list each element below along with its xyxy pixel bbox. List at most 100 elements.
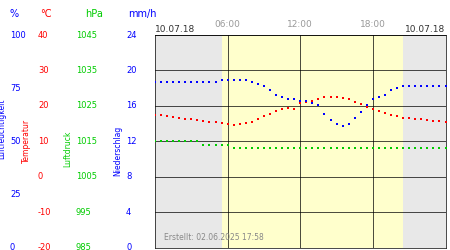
Point [442, 120, 449, 124]
Point [188, 117, 195, 121]
Point [151, 80, 158, 84]
Point [412, 84, 419, 88]
Point [375, 146, 382, 150]
Point [218, 78, 225, 82]
Point [182, 139, 189, 143]
Point [254, 82, 261, 86]
Point [424, 146, 431, 150]
Text: 20: 20 [126, 66, 136, 75]
Point [242, 121, 249, 125]
Point [333, 146, 340, 150]
Text: 4: 4 [126, 208, 131, 216]
Point [297, 99, 304, 103]
Point [412, 146, 419, 150]
Point [163, 139, 171, 143]
Point [170, 139, 177, 143]
Point [224, 78, 231, 82]
Text: 1035: 1035 [76, 66, 97, 75]
Point [315, 146, 322, 150]
Point [170, 115, 177, 119]
Point [254, 146, 261, 150]
Point [176, 139, 183, 143]
Text: 0: 0 [126, 243, 131, 250]
Point [400, 146, 407, 150]
Point [303, 99, 310, 103]
Point [261, 146, 268, 150]
Point [436, 146, 443, 150]
Text: °C: °C [40, 9, 51, 19]
Point [266, 88, 274, 92]
Point [357, 110, 364, 114]
Point [212, 80, 219, 84]
Point [382, 92, 389, 96]
Text: 40: 40 [38, 30, 49, 40]
Text: 995: 995 [76, 208, 92, 216]
Point [291, 107, 298, 111]
Text: 50: 50 [10, 137, 21, 146]
Point [151, 139, 158, 143]
Point [339, 124, 346, 128]
Point [158, 139, 165, 143]
Point [442, 84, 449, 88]
Point [375, 109, 382, 113]
Point [327, 94, 334, 98]
Point [194, 118, 201, 122]
Point [351, 116, 358, 120]
Point [418, 84, 425, 88]
Point [351, 100, 358, 103]
Point [436, 119, 443, 123]
Point [158, 114, 165, 117]
Point [375, 95, 382, 99]
Point [418, 146, 425, 150]
Point [272, 146, 279, 150]
Point [351, 146, 358, 150]
Point [363, 104, 370, 108]
Point [236, 146, 243, 150]
Point [279, 146, 286, 150]
Text: 0: 0 [38, 172, 43, 181]
Text: 12: 12 [126, 137, 136, 146]
Point [236, 78, 243, 82]
Text: Niederschlag: Niederschlag [113, 126, 122, 176]
Point [224, 143, 231, 147]
Point [200, 80, 207, 84]
Point [297, 101, 304, 105]
Point [321, 146, 328, 150]
Point [284, 106, 292, 110]
Point [200, 143, 207, 147]
Point [405, 146, 413, 150]
Point [309, 98, 316, 102]
Point [248, 146, 256, 150]
Point [363, 103, 370, 107]
Text: 16: 16 [126, 101, 137, 110]
Point [206, 120, 213, 124]
Point [327, 146, 334, 150]
Point [382, 111, 389, 115]
Point [291, 146, 298, 150]
Point [242, 78, 249, 82]
Point [248, 120, 256, 124]
Point [236, 122, 243, 126]
Point [212, 120, 219, 124]
Point [212, 143, 219, 147]
Point [387, 88, 395, 92]
Point [158, 80, 165, 84]
Point [424, 118, 431, 122]
Text: 20: 20 [38, 101, 49, 110]
Point [291, 97, 298, 101]
Text: Luftdruck: Luftdruck [63, 130, 72, 167]
Point [194, 139, 201, 143]
Point [188, 80, 195, 84]
Point [182, 80, 189, 84]
Text: %: % [10, 9, 19, 19]
Point [242, 146, 249, 150]
Text: 1015: 1015 [76, 137, 97, 146]
Point [284, 97, 292, 101]
Point [424, 84, 431, 88]
Text: 06:00: 06:00 [215, 20, 241, 29]
Text: -10: -10 [38, 208, 51, 216]
Point [151, 113, 158, 117]
Point [357, 146, 364, 150]
Point [333, 95, 340, 99]
Text: 10.07.18: 10.07.18 [405, 26, 446, 35]
